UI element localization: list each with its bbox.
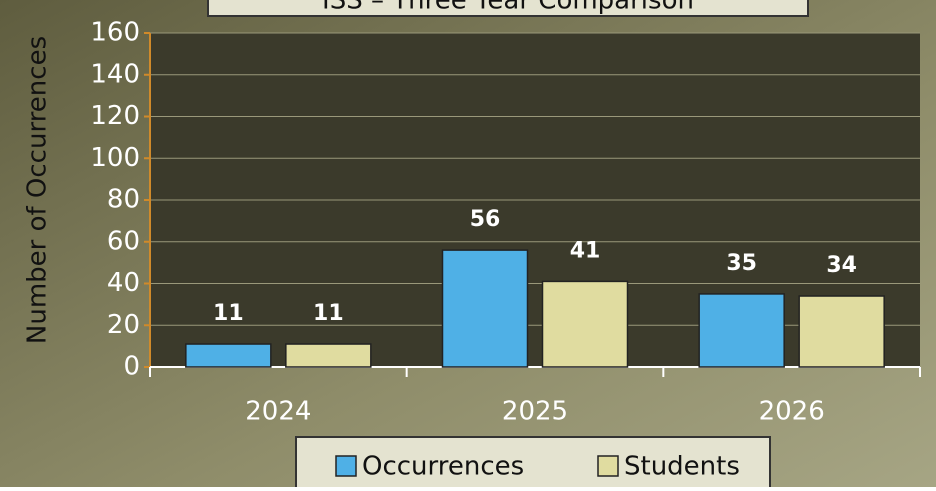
- data-label: 34: [826, 253, 857, 278]
- legend-swatch: [335, 455, 357, 477]
- y-tick-label: 100: [90, 143, 140, 173]
- bar: [441, 249, 529, 368]
- chart-title: ISS – Three Year Comparison: [322, 0, 694, 16]
- x-tick-label: 2025: [502, 397, 568, 427]
- y-tick-label: 120: [90, 101, 140, 131]
- data-label: 35: [726, 251, 757, 276]
- y-tick-label: 80: [107, 185, 140, 215]
- legend-box: [295, 436, 771, 491]
- data-label: 41: [570, 238, 601, 263]
- y-axis-label: Number of Occurrences: [23, 36, 53, 344]
- title-box: [207, 0, 809, 17]
- bar: [185, 343, 272, 368]
- y-tick-label: 140: [90, 59, 140, 89]
- x-tick-label: 2024: [245, 397, 311, 427]
- y-tick-label: 40: [107, 268, 140, 298]
- bar: [285, 343, 372, 368]
- bar: [541, 280, 629, 368]
- bar: [698, 293, 785, 368]
- y-tick-label: 20: [107, 310, 140, 340]
- data-label: 11: [313, 301, 344, 326]
- legend-label: Occurrences: [362, 452, 524, 482]
- legend-swatch: [597, 455, 619, 477]
- legend-label: Students: [624, 452, 740, 482]
- y-tick-label: 0: [123, 352, 140, 382]
- bar: [798, 295, 885, 368]
- data-label: 11: [213, 301, 244, 326]
- y-tick-label: 60: [107, 226, 140, 256]
- y-tick-label: 160: [90, 18, 140, 48]
- data-label: 56: [470, 207, 501, 232]
- x-tick-label: 2026: [759, 397, 825, 427]
